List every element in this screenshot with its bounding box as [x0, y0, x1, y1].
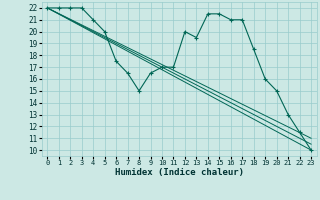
X-axis label: Humidex (Indice chaleur): Humidex (Indice chaleur): [115, 168, 244, 177]
